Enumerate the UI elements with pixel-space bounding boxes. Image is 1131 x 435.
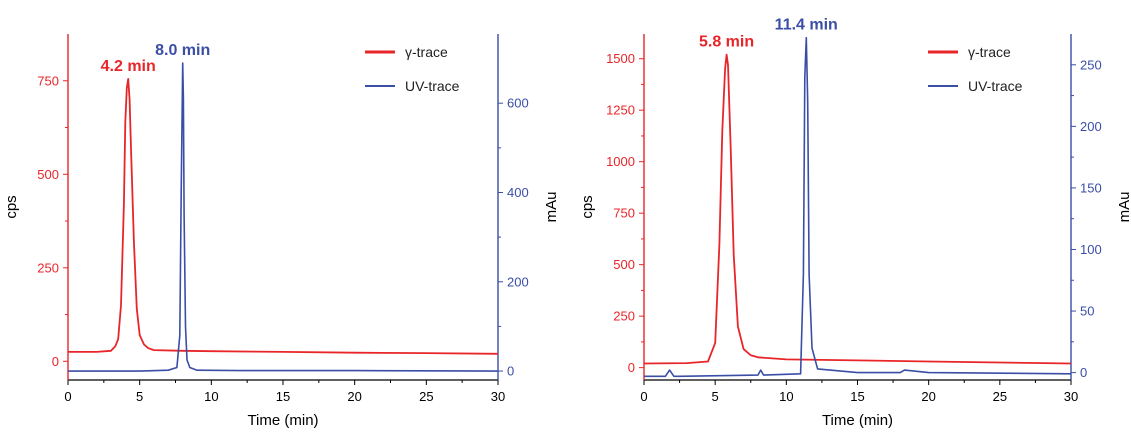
x-tick-label: 5	[712, 389, 719, 404]
right-y-tick-label: 200	[507, 274, 529, 289]
peak-annotation: 11.4 min	[775, 17, 838, 34]
left-y-tick-label: 1000	[606, 154, 635, 169]
peak-annotation: 8.0 min	[155, 42, 210, 59]
legend-label: UV-trace	[405, 78, 460, 94]
left-y-axis-label: cps	[579, 195, 596, 218]
right-y-tick-label: 150	[1080, 180, 1102, 195]
x-tick-label: 15	[276, 389, 290, 404]
right-y-tick-label: 0	[1080, 365, 1087, 380]
x-tick-label: 25	[993, 389, 1007, 404]
x-tick-label: 0	[640, 389, 647, 404]
right-y-tick-label: 50	[1080, 304, 1094, 319]
left-y-tick-label: 0	[628, 360, 635, 375]
x-tick-label: 10	[779, 389, 793, 404]
x-tick-label: 25	[419, 389, 433, 404]
left-y-tick-label: 1500	[606, 51, 635, 66]
series-line-gamma	[68, 78, 499, 355]
left-y-tick-label: 250	[613, 309, 635, 324]
x-tick-label: 20	[347, 389, 361, 404]
x-tick-label: 20	[921, 389, 935, 404]
right-y-tick-label: 100	[1080, 242, 1102, 257]
series-line-uv	[644, 36, 1072, 378]
right-y-tick-label: 0	[507, 364, 514, 379]
right-y-tick-label: 400	[507, 185, 529, 200]
left-y-tick-label: 750	[613, 206, 635, 221]
x-tick-label: 10	[204, 389, 218, 404]
left-y-tick-label: 500	[613, 257, 635, 272]
legend-label: UV-trace	[968, 78, 1023, 94]
x-axis-label: Time (min)	[822, 412, 893, 429]
x-axis-label: Time (min)	[247, 412, 318, 429]
peak-annotation: 4.2 min	[101, 58, 156, 75]
legend-label: γ-trace	[405, 44, 448, 60]
left-y-tick-label: 500	[37, 167, 59, 182]
x-tick-label: 0	[64, 389, 71, 404]
left-y-tick-label: 1250	[606, 103, 635, 118]
chart-panel-2: 0 5 10 15 20 25 300250500750100012501500050100…	[579, 17, 1131, 429]
series-line-uv	[68, 62, 499, 372]
right-y-tick-label: 250	[1080, 57, 1102, 72]
left-y-tick-label: 250	[37, 260, 59, 275]
peak-annotation: 5.8 min	[699, 34, 754, 51]
right-y-tick-label: 200	[1080, 119, 1102, 134]
left-y-axis-label: cps	[3, 195, 20, 218]
x-tick-label: 30	[1064, 389, 1078, 404]
left-y-tick-label: 750	[37, 73, 59, 88]
right-y-axis-label: mAu	[1116, 192, 1131, 223]
x-tick-label: 30	[491, 389, 505, 404]
right-y-axis-label: mAu	[543, 192, 560, 223]
right-y-tick-label: 600	[507, 96, 529, 111]
series-line-gamma	[643, 53, 1072, 365]
legend-label: γ-trace	[968, 44, 1011, 60]
x-tick-label: 5	[136, 389, 143, 404]
left-y-tick-label: 0	[52, 354, 59, 369]
x-tick-label: 15	[850, 389, 864, 404]
